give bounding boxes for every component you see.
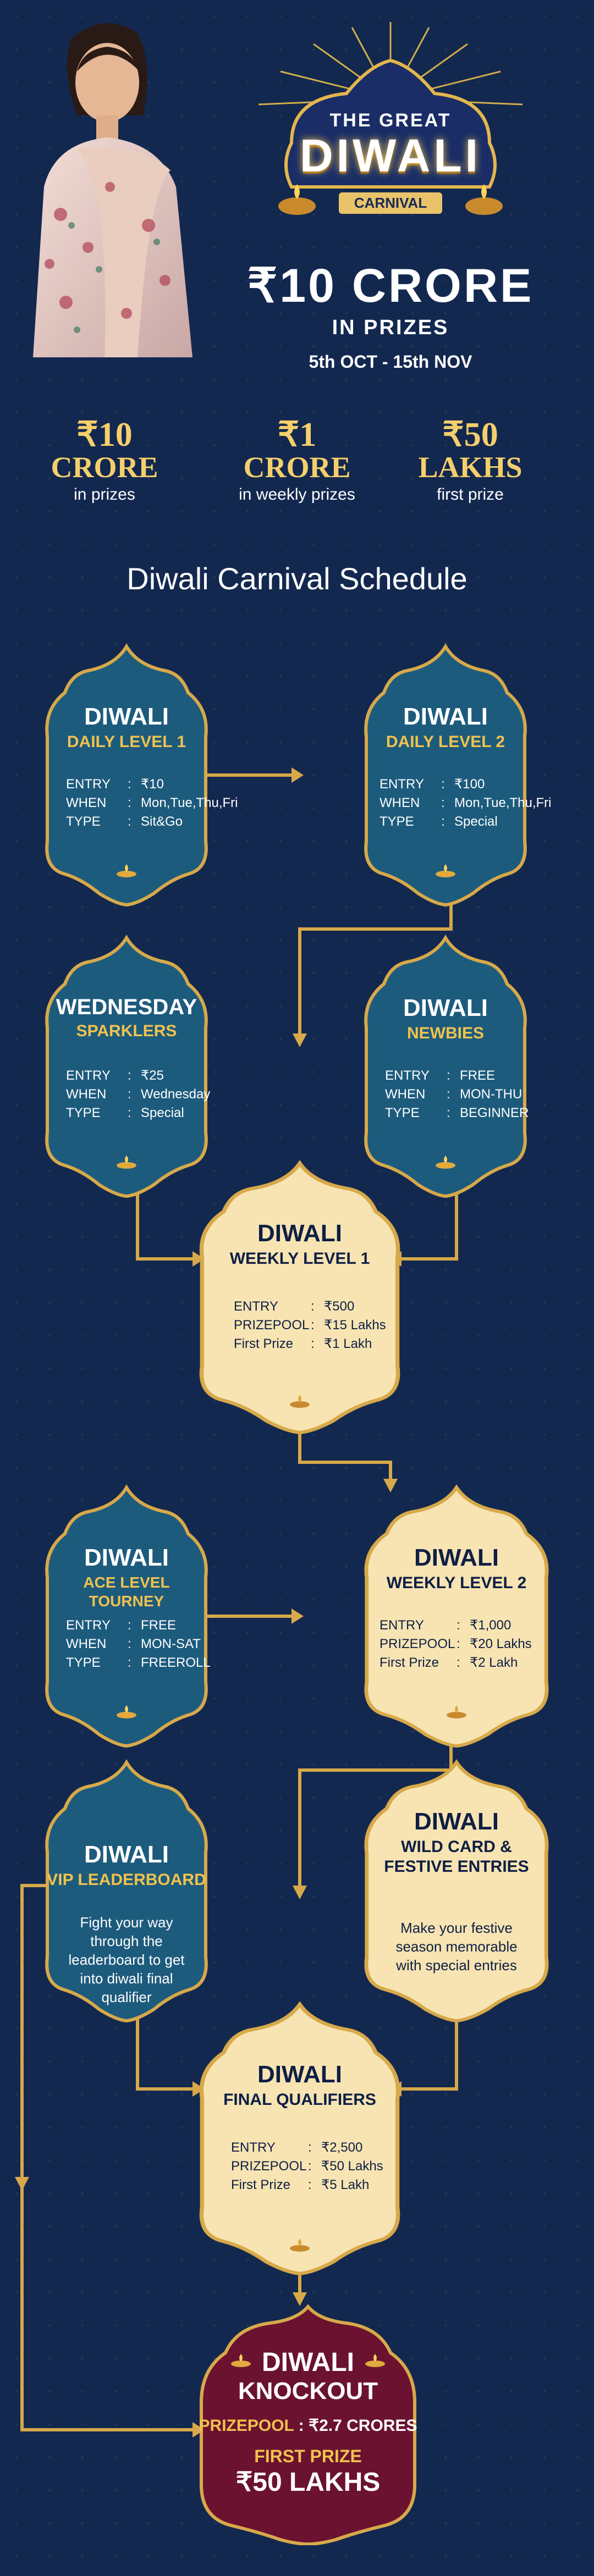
diya-lamp-icon (436, 864, 455, 877)
card-title: DIWALI (257, 2061, 342, 2088)
card-subtitle: KNOCKOUT (238, 2378, 378, 2404)
card-frame (364, 643, 527, 907)
card-title: DIWALI (414, 1808, 499, 1835)
card-subtitle: WEEKLY LEVEL 2 (386, 1574, 527, 1593)
great-diwali-carnival-logo: THE GREAT DIWALI CARNIVAL (215, 16, 566, 247)
date-range: 5th OCT - 15th NOV (309, 352, 472, 372)
card-details: ENTRY: ₹10 WHEN: Mon,Tue,Thu,Fri TYPE: Sit&… (66, 777, 238, 829)
card-details: ENTRY: ₹1,000 PRIZEPOOL: ₹20 Lakhs First P… (380, 1618, 532, 1670)
card-title: WEDNESDAY (56, 995, 197, 1019)
diya-lamp-icon (290, 2238, 310, 2252)
card-final-qualifiers[interactable]: DIWALI FINAL QUALIFIERS ENTRY: ₹2,500 PRI… (198, 2001, 402, 2276)
card-details: ENTRY: ₹100 WHEN: Mon,Tue,Thu,Fri TYPE: Spe… (380, 777, 552, 829)
logo-line-carnival: CARNIVAL (215, 192, 566, 214)
card-details: ENTRY: ₹2,500 PRIZEPOOL: ₹50 Lakhs First P… (231, 2140, 383, 2192)
card-frame (45, 935, 208, 1198)
card-frame (364, 1759, 549, 2023)
diya-lamp-icon (436, 1156, 455, 1169)
card-details: ENTRY: ₹25 WHEN: Wednesday TYPE: Special (66, 1068, 211, 1120)
card-subtitle: VIP LEADERBOARD (47, 1871, 206, 1889)
card-daily-level-2[interactable]: DIWALI DAILY LEVEL 2 ENTRY: ₹100 WHEN: Mon… (363, 643, 552, 907)
card-frame (199, 2001, 400, 2275)
card-title: DIWALI (414, 1544, 499, 1571)
card-subtitle: WEEKLY LEVEL 1 (229, 1250, 370, 1268)
card-subtitle: FINAL QUALIFIERS (223, 2091, 376, 2109)
diya-lamp-icon (231, 2354, 251, 2367)
headline-subtitle: IN PRIZES (332, 316, 449, 339)
card-frame (200, 2304, 416, 2545)
woman-illustration (33, 23, 193, 357)
card-title: DIWALI (84, 1841, 169, 1868)
card-ace-level-tourney[interactable]: DIWALI ACE LEVEL TOURNEY ENTRY: FREE WHEN… (44, 1484, 211, 1748)
diya-lamp-icon (117, 1156, 136, 1169)
card-details: ENTRY: FREE WHEN: MON-SAT TYPE: FREEROLL (66, 1618, 211, 1670)
logo-frame-graphic (258, 22, 523, 215)
diya-lamp-icon (117, 1705, 136, 1718)
card-frame (364, 1484, 549, 1748)
card-subtitle: ACE LEVEL TOURNEY (83, 1574, 170, 1610)
card-description: Fight your way through the leaderboard t… (68, 1914, 185, 2005)
card-details: ENTRY: ₹500 PRIZEPOOL: ₹15 Lakhs First Pri… (234, 1299, 386, 1351)
card-subtitle: SPARKLERS (76, 1022, 177, 1040)
logo-line-great: THE GREAT (329, 110, 452, 131)
card-wednesday-sparklers[interactable]: WEDNESDAY SPARKLERS ENTRY: ₹25 WHEN: Wedne… (44, 935, 211, 1198)
card-daily-level-1[interactable]: DIWALI DAILY LEVEL 1 ENTRY: ₹10 WHEN: Mon,… (44, 643, 238, 907)
card-frame (45, 1484, 208, 1748)
card-wild-card-festive[interactable]: DIWALI WILD CARD & FESTIVE ENTRIES Make … (363, 1759, 550, 2023)
card-description: Make your festive season memorable with … (395, 1920, 518, 1974)
card-newbies[interactable]: DIWALI NEWBIES ENTRY: FREE WHEN: MON-THU T… (363, 935, 529, 1198)
diya-lamp-icon (290, 1395, 310, 1408)
card-frame (364, 935, 527, 1198)
card-subtitle: DAILY LEVEL 1 (67, 733, 186, 751)
card-title: DIWALI (84, 703, 169, 730)
schedule-title: Diwali Carnival Schedule (127, 561, 468, 596)
card-title: DIWALI (403, 994, 488, 1021)
prizepool-line: PRIZEPOOL : ₹2.7 CRORES (199, 2417, 417, 2435)
diya-lamp-icon (447, 1705, 466, 1718)
stat-total-prizes: ₹10 CRORE in prizes (51, 416, 158, 504)
card-title: DIWALI (84, 1544, 169, 1571)
stat-first-prize: ₹50 LAKHS first prize (418, 416, 522, 504)
first-prize-label: FIRST PRIZE (254, 2446, 362, 2466)
card-subtitle: WILD CARD & FESTIVE ENTRIES (384, 1838, 529, 1876)
card-frame (45, 1759, 208, 2023)
card-details: ENTRY: FREE WHEN: MON-THU TYPE: BEGINNER (385, 1068, 529, 1120)
card-subtitle: NEWBIES (406, 1024, 484, 1043)
card-title: DIWALI (257, 1220, 342, 1247)
card-subtitle: DAILY LEVEL 2 (386, 733, 505, 751)
card-diwali-knockout[interactable]: DIWALI KNOCKOUT PRIZEPOOL : ₹2.7 CRORES … (198, 2303, 418, 2545)
logo-line-diwali: DIWALI (300, 130, 481, 181)
card-title: DIWALI (403, 703, 488, 730)
first-prize-amount: ₹50 LAKHS (235, 2468, 381, 2497)
header-banner: THE GREAT DIWALI CARNIVAL ₹10 CRORE IN P… (0, 0, 594, 550)
card-vip-leaderboard[interactable]: DIWALI VIP LEADERBOARD Fight your way th… (44, 1759, 209, 2023)
card-title: DIWALI (262, 2348, 354, 2377)
card-weekly-level-2[interactable]: DIWALI WEEKLY LEVEL 2 ENTRY: ₹1,000 PRIZE… (363, 1484, 550, 1748)
headline-prize: ₹10 CRORE (247, 259, 534, 312)
card-weekly-level-1[interactable]: DIWALI WEEKLY LEVEL 1 ENTRY: ₹500 PRIZEPO… (198, 1160, 402, 1435)
diya-lamp-icon (365, 2354, 385, 2367)
card-frame (199, 1160, 400, 1434)
stat-weekly-prizes: ₹1 CRORE in weekly prizes (239, 416, 355, 504)
card-frame (45, 643, 208, 907)
diya-lamp-icon (117, 864, 136, 877)
